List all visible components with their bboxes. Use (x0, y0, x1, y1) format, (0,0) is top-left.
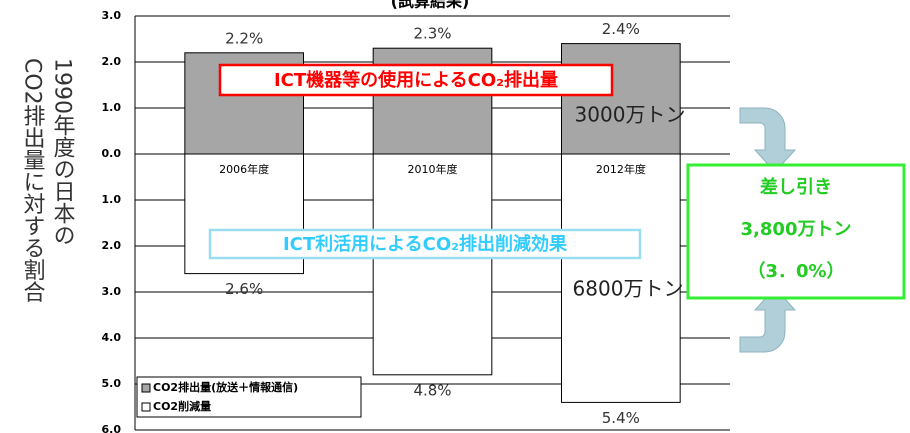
y-tick-label: 1.0 (102, 193, 122, 206)
annotation: 3,800万トン (741, 219, 852, 240)
annotation: ICT機器等の使用によるCO₂排出量 (274, 69, 558, 91)
arrow (739, 107, 797, 173)
y-tick-label: 5.0 (102, 377, 122, 390)
y-tick-label: 4.0 (102, 331, 122, 344)
annotation-box (208, 228, 642, 260)
arrow (739, 287, 797, 353)
x-tick-label: 2006年度 (219, 162, 269, 176)
annotation-box (218, 63, 614, 97)
legend-label: CO2削減量 (153, 399, 211, 413)
legend-swatch (141, 383, 151, 393)
annotation-box (686, 163, 906, 300)
y-tick-label: 6.0 (102, 423, 122, 433)
y-tick-label: 3.0 (102, 9, 122, 22)
value-label: 2.4% (602, 20, 640, 38)
y-tick-label: 1.0 (102, 101, 122, 114)
chart-title: (試算結果) (391, 0, 470, 11)
y-axis-label: 1990年度の日本の (50, 58, 76, 246)
annotation: （3．0%） (747, 261, 844, 282)
value-label: 2.2% (225, 29, 263, 47)
y-axis-label: CO2排出量に対する割合 (20, 58, 46, 303)
value-label: 2.6% (225, 280, 263, 298)
bar (561, 43, 681, 155)
y-tick-label: 2.0 (102, 55, 122, 68)
legend-swatch (141, 402, 151, 412)
y-tick-label: 2.0 (102, 239, 122, 252)
legend: CO2排出量(放送＋情報通信) CO2削減量 (136, 376, 362, 418)
value-label: 2.3% (413, 25, 451, 43)
y-tick-label: 0.0 (102, 147, 122, 160)
annotation: 6800万トン (573, 277, 684, 301)
value-label: 5.4% (602, 409, 640, 427)
legend-box (136, 376, 362, 418)
legend-label: CO2排出量(放送＋情報通信) (153, 380, 298, 394)
y-tick-label: 3.0 (102, 285, 122, 298)
annotation: 3000万トン (575, 103, 686, 127)
annotation: ICT利活用によるCO₂排出削減効果 (283, 233, 568, 255)
x-tick-label: 2012年度 (596, 162, 646, 176)
x-tick-label: 2010年度 (408, 162, 458, 176)
annotation: 差し引き (760, 176, 832, 198)
bar (561, 153, 681, 403)
value-label: 4.8% (413, 381, 451, 399)
bar (372, 153, 493, 376)
